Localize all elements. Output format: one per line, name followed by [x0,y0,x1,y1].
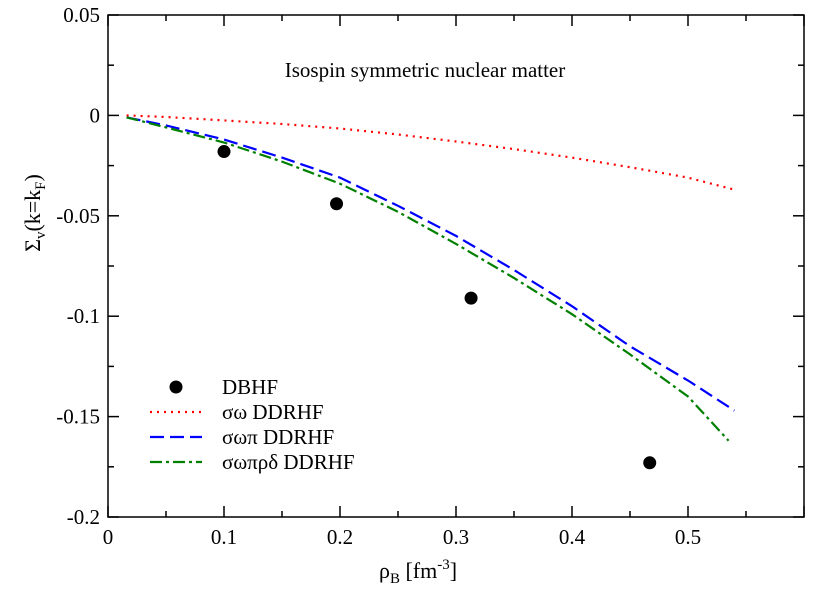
y-tick-label: -0.2 [67,505,100,529]
dbhf-point [217,145,231,159]
y-tick-label: 0 [90,103,101,127]
plot-frame [107,14,805,518]
legend-label-2: σωπ DDRHF [222,425,334,449]
legend-label-3: σωπρδ DDRHF [222,450,355,474]
legend-item-3: σωπρδ DDRHF [150,450,355,474]
y-tick-label: 0.05 [63,3,100,27]
x-tick-label: 0 [103,525,114,549]
y-axis-title: Σv(k=kF) [20,174,49,252]
chart-annotation: Isospin symmetric nuclear matter [285,58,566,82]
y-tick-label: -0.05 [56,204,100,228]
y-tick-label: -0.15 [56,405,100,429]
series-line-3 [126,116,730,442]
legend-item-1: σω DDRHF [150,400,324,424]
legend-marker-dbhf [169,380,183,394]
x-tick-label: 0.2 [327,525,353,549]
x-tick-label: 0.5 [675,525,701,549]
legend-item-dbhf: DBHF [169,375,278,399]
plot-content [126,114,735,470]
series-line-1 [126,114,735,191]
legend-item-2: σωπ DDRHF [150,425,334,449]
legend-label-1: σω DDRHF [222,400,324,424]
axes [107,14,805,518]
x-tick-label: 0.1 [211,525,237,549]
x-tick-label: 0.4 [559,525,586,549]
x-axis-title: ρB [fm-3] [379,557,457,587]
dbhf-point [330,197,344,211]
y-tick-label: -0.1 [67,304,100,328]
ticks: 0 0.1 0.2 0.3 0.4 0.5 -0.2 -0.15 -0.1 -0.05 0 0.05 [56,3,805,549]
legend-label-dbhf: DBHF [222,375,278,399]
dbhf-point [464,291,478,305]
x-tick-label: 0.3 [443,525,469,549]
series-line-2 [126,116,735,412]
dbhf-point [643,456,657,470]
